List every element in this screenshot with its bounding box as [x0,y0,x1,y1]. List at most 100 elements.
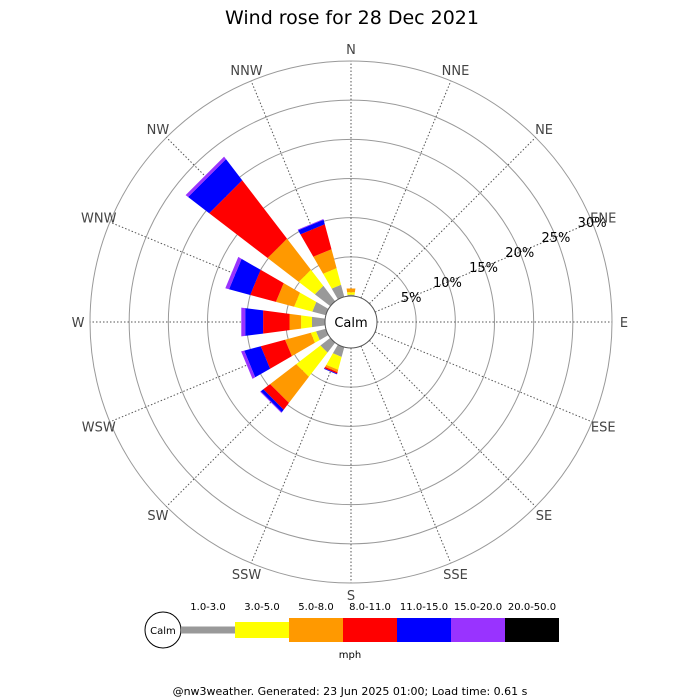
wind-bar-wsw-bin3 [260,339,292,369]
direction-label: WSW [82,420,116,435]
wind-bar-w-bin2 [289,313,302,331]
grid-spoke [374,331,593,423]
legend-swatch-0 [181,626,235,634]
footer-text: @nw3weather. Generated: 23 Jun 2025 01:0… [173,685,528,698]
grid-spoke [369,340,536,507]
wind-bar-n-bin1 [347,292,355,295]
wind-bar-wsw-bin1 [310,331,320,343]
legend-swatch-6 [505,618,559,642]
ring-label: 5% [401,291,422,306]
wind-bar-sw-bin5 [260,391,282,413]
legend-bin-label: 20.0-50.0 [508,602,556,613]
wind-bar-wsw-bin4 [244,346,271,378]
wind-bar-wnw-bin4 [229,258,261,295]
ring-label: 20% [505,246,534,261]
direction-label: SSE [443,568,468,583]
wind-bar-w-bin4 [245,308,264,336]
direction-label: W [72,316,85,331]
legend-swatch-4 [397,618,451,642]
wind-bar-ssw-bin3 [324,366,338,374]
wind-bar-sw-bin4 [260,389,284,413]
legend-bin-label: 1.0-3.0 [190,602,225,613]
wind-bar-wnw-bin5 [225,256,242,290]
wind-bar-nw-bin2 [267,238,311,282]
direction-label: SW [147,509,168,524]
grid-spoke [374,221,593,313]
grid-spoke [360,80,452,299]
legend-swatch-1 [235,622,289,638]
legend-bin-label: 5.0-8.0 [298,602,333,613]
direction-label: SE [536,509,552,524]
legend-calm-label: Calm [150,626,176,637]
legend: Calm 1.0-3.0 3.0-5.0 5.0-8.0 8.0-11.0 11.0-15… [144,602,559,661]
wind-bar-wnw-bin0 [312,301,329,316]
wind-bar-wnw-bin2 [275,283,300,307]
wind-bar-wsw-bin5 [241,350,256,379]
direction-label: NE [535,123,553,138]
wind-bar-wsw-bin2 [285,332,315,357]
wind-bar-w-bin5 [241,307,246,337]
legend-bin-label: 11.0-15.0 [400,602,448,613]
direction-label: SSW [232,568,262,583]
grid-spoke [369,137,536,304]
wind-bar-nnw-bin0 [331,284,345,300]
wind-bar-wsw-bin0 [316,328,329,341]
direction-label: ESE [591,420,616,435]
legend-bin-label: 8.0-11.0 [349,602,391,613]
ring-label: 30% [578,216,607,231]
wind-bar-wnw-bin1 [294,292,317,312]
direction-label: NNW [230,64,262,79]
legend-swatch-3 [343,618,397,642]
wind-bar-sw-bin3 [263,384,289,410]
wind-bar-ssw-bin2 [325,364,339,373]
legend-bin-label: 3.0-5.0 [244,602,279,613]
wind-bar-nnw-bin3 [300,224,332,257]
legend-unit: mph [339,650,361,661]
wind-bar-nnw-bin5 [297,219,324,231]
direction-label: E [620,316,628,331]
wind-bar-nnw-bin1 [323,268,341,289]
grid-ring [128,99,574,545]
direction-label: S [347,589,355,604]
chart-title: Wind rose for 28 Dec 2021 [225,7,479,29]
calm-label: Calm [334,316,367,331]
grid-ring [167,138,535,506]
wind-bar-nnw-bin4 [298,219,325,235]
legend-swatch-2 [289,618,343,642]
direction-labels: N NNE NE ENE E ESE SE SSE S SSW SW WSW W WNW NW NNW [72,43,629,604]
wind-bar-nw-bin1 [298,269,324,295]
wind-bar-w-bin1 [301,315,312,329]
wind-bar-sw-bin2 [270,364,309,403]
direction-label: ENE [590,212,616,227]
wind-bar-sw-bin0 [320,337,336,353]
wind-bar-wnw-bin3 [250,269,284,302]
wind-bar-w-bin3 [263,310,290,334]
wind-bar-ssw-bin4 [323,368,338,375]
wind-bar-sw-bin1 [296,345,328,377]
direction-label: WNW [81,212,117,227]
wind-bar-nw-bin4 [188,159,243,214]
wind-bar-nw-bin5 [185,156,226,197]
direction-label: NNE [442,64,470,79]
direction-label: NW [147,123,170,138]
wind-bar-ssw-bin1 [326,353,342,370]
wind-bar-nnw-bin2 [313,249,337,274]
wind-bar-ssw-bin0 [332,344,345,357]
direction-label: N [346,43,356,58]
wind-bar-nw-bin3 [209,180,287,258]
wind-bars [185,156,356,413]
ring-label: 25% [541,231,570,246]
calm-circle: Calm [324,295,378,349]
ring-labels: 5% 10% 15% 20% 25% 30% [401,216,607,306]
wind-bar-nw-bin0 [314,285,336,307]
grid-spoke [360,345,452,564]
legend-swatch-5 [451,618,505,642]
legend-bin-label: 15.0-20.0 [454,602,502,613]
ring-label: 10% [433,276,462,291]
wind-bar-n-bin2 [346,288,356,293]
wind-bar-w-bin0 [312,316,326,328]
grid-spoke [250,345,342,564]
grid-ring [207,178,495,466]
ring-label: 15% [469,261,498,276]
